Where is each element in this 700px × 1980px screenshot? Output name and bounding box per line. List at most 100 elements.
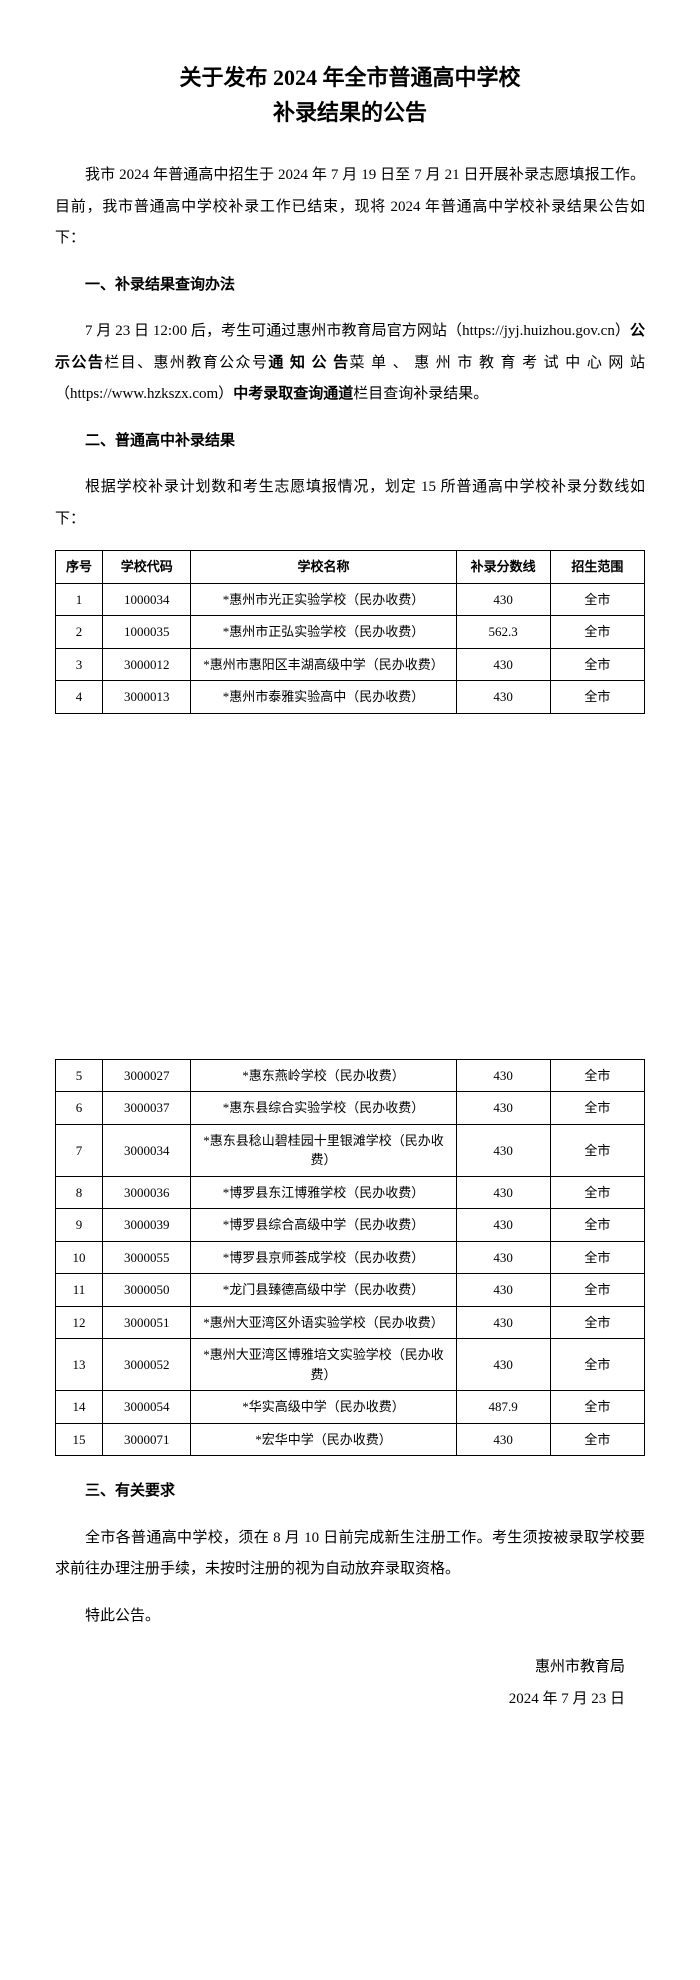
cell-seq: 10 bbox=[56, 1241, 103, 1274]
body-content: 我市 2024 年普通高中招生于 2024 年 7 月 19 日至 7 月 21… bbox=[55, 160, 645, 535]
table-row: 103000055*博罗县京师荟成学校（民办收费）430全市 bbox=[56, 1241, 645, 1274]
cell-score: 430 bbox=[456, 1209, 550, 1242]
cell-name: *华实高级中学（民办收费） bbox=[191, 1391, 456, 1424]
cell-scope: 全市 bbox=[550, 648, 644, 681]
th-score: 补录分数线 bbox=[456, 551, 550, 584]
signature-block: 惠州市教育局 2024 年 7 月 23 日 bbox=[55, 1652, 645, 1715]
cell-scope: 全市 bbox=[550, 1176, 644, 1209]
cell-score: 430 bbox=[456, 648, 550, 681]
page-break-gap bbox=[0, 814, 700, 1044]
title-line-2: 补录结果的公告 bbox=[55, 95, 645, 130]
cell-name: *博罗县综合高级中学（民办收费） bbox=[191, 1209, 456, 1242]
cell-name: *博罗县京师荟成学校（民办收费） bbox=[191, 1241, 456, 1274]
cell-name: *惠州市惠阳区丰湖高级中学（民办收费） bbox=[191, 648, 456, 681]
cell-seq: 5 bbox=[56, 1059, 103, 1092]
cell-code: 3000054 bbox=[103, 1391, 191, 1424]
th-code: 学校代码 bbox=[103, 551, 191, 584]
cell-seq: 8 bbox=[56, 1176, 103, 1209]
cell-score: 430 bbox=[456, 1059, 550, 1092]
cell-seq: 6 bbox=[56, 1092, 103, 1125]
table-row: 113000050*龙门县臻德高级中学（民办收费）430全市 bbox=[56, 1274, 645, 1307]
section-2-paragraph: 根据学校补录计划数和考生志愿填报情况，划定 15 所普通高中学校补录分数线如下： bbox=[55, 472, 645, 535]
cell-scope: 全市 bbox=[550, 1306, 644, 1339]
cell-scope: 全市 bbox=[550, 1391, 644, 1424]
cell-score: 430 bbox=[456, 1423, 550, 1456]
page-2: 53000027*惠东燕岭学校（民办收费）430全市63000037*惠东县综合… bbox=[0, 1059, 700, 1816]
cell-name: *龙门县臻德高级中学（民办收费） bbox=[191, 1274, 456, 1307]
page-1: 关于发布 2024 年全市普通高中学校 补录结果的公告 我市 2024 年普通高… bbox=[0, 0, 700, 814]
s1-text-g: 栏目查询补录结果。 bbox=[353, 386, 488, 402]
cell-code: 3000034 bbox=[103, 1124, 191, 1176]
table-row: 73000034*惠东县稔山碧桂园十里银滩学校（民办收费）430全市 bbox=[56, 1124, 645, 1176]
cell-name: *惠东县稔山碧桂园十里银滩学校（民办收费） bbox=[191, 1124, 456, 1176]
cell-code: 1000034 bbox=[103, 583, 191, 616]
s1-bold-f: 中考录取查询通道 bbox=[233, 386, 353, 402]
cell-name: *惠东县综合实验学校（民办收费） bbox=[191, 1092, 456, 1125]
cell-score: 430 bbox=[456, 1124, 550, 1176]
th-seq: 序号 bbox=[56, 551, 103, 584]
cell-seq: 12 bbox=[56, 1306, 103, 1339]
table-row: 93000039*博罗县综合高级中学（民办收费）430全市 bbox=[56, 1209, 645, 1242]
document-title: 关于发布 2024 年全市普通高中学校 补录结果的公告 bbox=[55, 60, 645, 130]
th-name: 学校名称 bbox=[191, 551, 456, 584]
closing-line: 特此公告。 bbox=[55, 1601, 645, 1633]
section-3-paragraph: 全市各普通高中学校，须在 8 月 10 日前完成新生注册工作。考生须按被录取学校… bbox=[55, 1523, 645, 1586]
table-row: 33000012*惠州市惠阳区丰湖高级中学（民办收费）430全市 bbox=[56, 648, 645, 681]
cell-code: 3000039 bbox=[103, 1209, 191, 1242]
cell-code: 3000055 bbox=[103, 1241, 191, 1274]
cell-score: 562.3 bbox=[456, 616, 550, 649]
cell-scope: 全市 bbox=[550, 1274, 644, 1307]
cell-score: 430 bbox=[456, 1241, 550, 1274]
cell-code: 3000012 bbox=[103, 648, 191, 681]
cell-code: 3000036 bbox=[103, 1176, 191, 1209]
title-line-1: 关于发布 2024 年全市普通高中学校 bbox=[55, 60, 645, 95]
body-content-2: 三、有关要求 全市各普通高中学校，须在 8 月 10 日前完成新生注册工作。考生… bbox=[55, 1476, 645, 1632]
cell-scope: 全市 bbox=[550, 1241, 644, 1274]
cell-code: 3000050 bbox=[103, 1274, 191, 1307]
cell-score: 430 bbox=[456, 681, 550, 714]
cell-seq: 7 bbox=[56, 1124, 103, 1176]
cell-scope: 全市 bbox=[550, 1209, 644, 1242]
section-2-heading: 二、普通高中补录结果 bbox=[55, 426, 645, 458]
table-row: 21000035*惠州市正弘实验学校（民办收费）562.3全市 bbox=[56, 616, 645, 649]
cell-code: 1000035 bbox=[103, 616, 191, 649]
cell-scope: 全市 bbox=[550, 616, 644, 649]
table-row: 11000034*惠州市光正实验学校（民办收费）430全市 bbox=[56, 583, 645, 616]
cell-code: 3000027 bbox=[103, 1059, 191, 1092]
cell-code: 3000037 bbox=[103, 1092, 191, 1125]
cell-scope: 全市 bbox=[550, 1092, 644, 1125]
cell-seq: 11 bbox=[56, 1274, 103, 1307]
cell-seq: 4 bbox=[56, 681, 103, 714]
score-table-top: 序号 学校代码 学校名称 补录分数线 招生范围 11000034*惠州市光正实验… bbox=[55, 550, 645, 714]
section-1-heading: 一、补录结果查询办法 bbox=[55, 270, 645, 302]
cell-score: 430 bbox=[456, 1176, 550, 1209]
cell-score: 430 bbox=[456, 583, 550, 616]
cell-scope: 全市 bbox=[550, 583, 644, 616]
cell-name: *惠州大亚湾区外语实验学校（民办收费） bbox=[191, 1306, 456, 1339]
table-row: 133000052*惠州大亚湾区博雅培文实验学校（民办收费）430全市 bbox=[56, 1339, 645, 1391]
table-row: 43000013*惠州市泰雅实验高中（民办收费）430全市 bbox=[56, 681, 645, 714]
s1-text-c: 栏目、惠州教育公众号 bbox=[104, 355, 268, 371]
s1-text-a: 7 月 23 日 12:00 后，考生可通过惠州市教育局官方网站（https:/… bbox=[85, 323, 630, 339]
section-1-paragraph: 7 月 23 日 12:00 后，考生可通过惠州市教育局官方网站（https:/… bbox=[55, 316, 645, 411]
cell-scope: 全市 bbox=[550, 1059, 644, 1092]
cell-code: 3000071 bbox=[103, 1423, 191, 1456]
table-row: 53000027*惠东燕岭学校（民办收费）430全市 bbox=[56, 1059, 645, 1092]
cell-seq: 9 bbox=[56, 1209, 103, 1242]
cell-scope: 全市 bbox=[550, 1423, 644, 1456]
cell-score: 430 bbox=[456, 1306, 550, 1339]
cell-seq: 13 bbox=[56, 1339, 103, 1391]
table-row: 83000036*博罗县东江博雅学校（民办收费）430全市 bbox=[56, 1176, 645, 1209]
cell-code: 3000052 bbox=[103, 1339, 191, 1391]
table-row: 143000054*华实高级中学（民办收费）487.9全市 bbox=[56, 1391, 645, 1424]
cell-code: 3000051 bbox=[103, 1306, 191, 1339]
cell-name: *博罗县东江博雅学校（民办收费） bbox=[191, 1176, 456, 1209]
cell-name: *惠州市正弘实验学校（民办收费） bbox=[191, 616, 456, 649]
issue-date: 2024 年 7 月 23 日 bbox=[55, 1684, 625, 1716]
cell-name: *惠东燕岭学校（民办收费） bbox=[191, 1059, 456, 1092]
th-scope: 招生范围 bbox=[550, 551, 644, 584]
cell-seq: 1 bbox=[56, 583, 103, 616]
cell-score: 430 bbox=[456, 1092, 550, 1125]
cell-name: *惠州市泰雅实验高中（民办收费） bbox=[191, 681, 456, 714]
section-3-heading: 三、有关要求 bbox=[55, 1476, 645, 1508]
